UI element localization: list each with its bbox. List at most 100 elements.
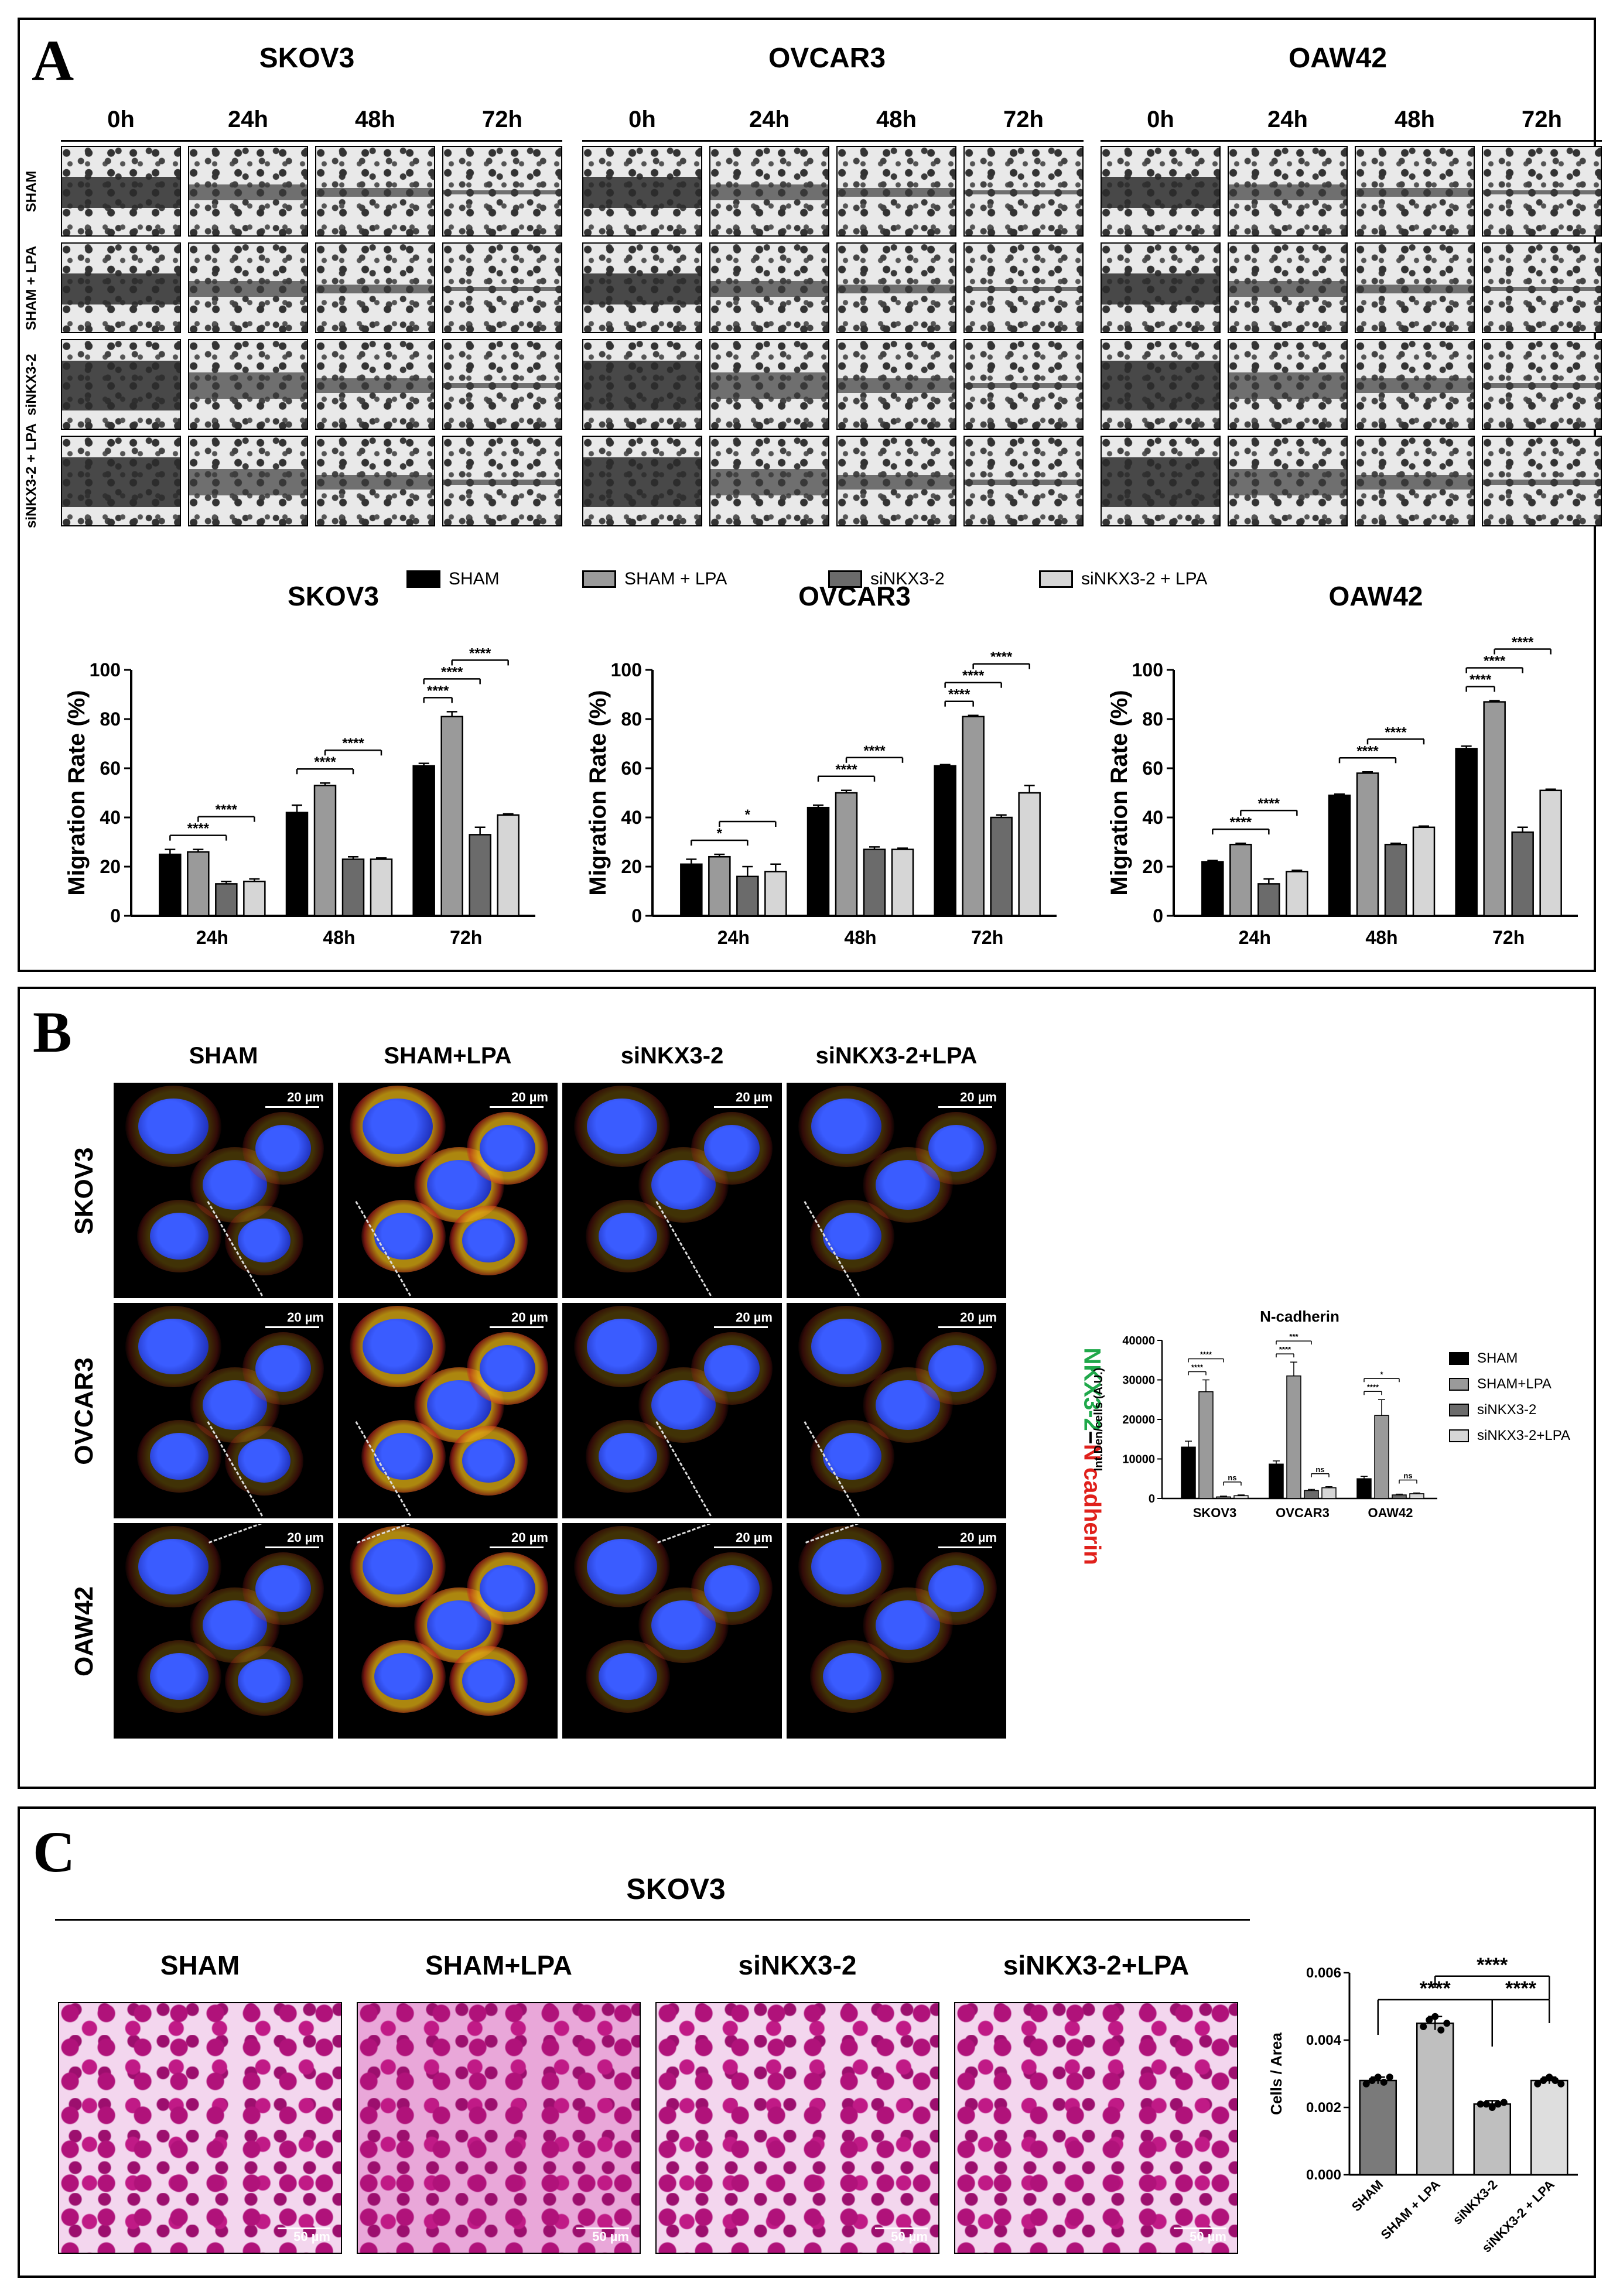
bar	[1201, 861, 1224, 917]
wound-gap	[838, 475, 955, 490]
timepoint-label: 0h	[628, 107, 656, 132]
significance-label: ****	[1484, 653, 1506, 669]
bar	[891, 848, 914, 917]
nucleus	[374, 1433, 433, 1480]
y-tick-label: 60	[100, 758, 121, 779]
if-image: 20 µm	[562, 1303, 782, 1518]
wound-gap	[316, 187, 434, 197]
x-tick-label: OAW42	[1368, 1505, 1413, 1520]
panel-c-title: SKOV3	[626, 1873, 726, 1905]
data-point	[1557, 2080, 1565, 2088]
if-image: 20 µm	[114, 1303, 333, 1518]
y-axis-label: Cells / Area	[1267, 2032, 1285, 2115]
wound-image	[188, 436, 308, 526]
panel-a-letter: A	[32, 28, 74, 93]
timepoint-label: 0h	[107, 107, 135, 132]
significance-label: ****	[1356, 743, 1379, 759]
significance-label: ****	[1512, 635, 1534, 651]
if-image: 20 µm	[338, 1303, 558, 1518]
transwell-image: 50 µm	[357, 2002, 641, 2254]
wound-gap	[1102, 177, 1219, 208]
wound-image	[1101, 146, 1221, 237]
wound-gap	[1356, 378, 1474, 393]
panel-b: B NKX3-2–N cadherin N-cadherin 0 10000 2000…	[18, 987, 1596, 1789]
significance-label: ****	[187, 821, 210, 837]
row-label: SHAM + LPA	[23, 245, 39, 330]
panel-c-title-rule	[55, 1919, 1250, 1921]
wound-gap	[443, 382, 561, 389]
nucleus	[462, 1439, 515, 1483]
scale-bar	[490, 1106, 544, 1108]
bar	[1392, 1494, 1407, 1499]
if-image: 20 µm	[114, 1083, 333, 1298]
scale-bar	[875, 2227, 928, 2229]
wound-gap	[62, 177, 180, 208]
y-tick-label: 20	[621, 856, 642, 877]
wound-gap	[1102, 457, 1219, 507]
scale-bar	[938, 1326, 992, 1328]
y-tick-label: 0.006	[1306, 1965, 1341, 1981]
nucleus	[363, 1319, 433, 1374]
legend-label: SHAM + LPA	[624, 569, 727, 588]
scale-bar	[265, 1326, 319, 1328]
nucleus	[876, 1380, 940, 1430]
y-tick-label: 100	[611, 659, 642, 680]
nucleus	[587, 1539, 657, 1594]
row-label: SHAM	[23, 170, 39, 212]
wound-gap	[1483, 190, 1601, 194]
significance-label: *	[717, 826, 723, 841]
wound-image	[836, 339, 956, 430]
wound-image	[1101, 242, 1221, 333]
panel-c-letter: C	[33, 1819, 76, 1884]
y-tick-label: 10000	[1122, 1453, 1155, 1466]
x-tick-label: 72h	[1492, 927, 1525, 948]
y-axis-label: Migration Rate (%)	[1106, 690, 1132, 895]
wound-image	[963, 436, 1084, 526]
group-title-ovcar3: OVCAR3	[768, 43, 886, 74]
y-axis-label: Migration Rate (%)	[64, 690, 90, 895]
bar	[187, 851, 210, 917]
wound-gap	[1229, 372, 1347, 399]
scale-bar-label: 50 µm	[1190, 2229, 1226, 2244]
wound-gap	[965, 287, 1082, 291]
significance-label: ****	[1385, 724, 1407, 740]
nucleus	[823, 1213, 881, 1260]
scale-bar-label: 20 µm	[960, 1090, 997, 1104]
wound-gap	[710, 469, 828, 495]
nucleus	[599, 1653, 657, 1700]
significance-label: ****	[962, 668, 985, 684]
bar	[412, 765, 435, 917]
data-point	[1362, 2080, 1370, 2088]
x-tick-label: 24h	[196, 927, 228, 948]
nucleus	[480, 1125, 535, 1172]
nucleus	[238, 1439, 291, 1483]
nucleus	[704, 1125, 760, 1172]
y-tick-label: 0	[1149, 1493, 1155, 1505]
wound-gap	[583, 361, 701, 410]
y-tick-label: 0.000	[1306, 2167, 1341, 2183]
chart-title: SKOV3	[288, 582, 379, 611]
nucleus	[238, 1659, 291, 1703]
timepoint-label: 24h	[749, 107, 790, 132]
wound-image	[442, 146, 562, 237]
nucleus	[238, 1219, 291, 1262]
bar	[1530, 2079, 1568, 2176]
wound-image	[963, 339, 1084, 430]
if-column-label: SHAM+LPA	[384, 1043, 512, 1069]
transwell-column-label: SHAM	[160, 1950, 240, 1980]
nucleus	[363, 1099, 433, 1154]
data-point	[1546, 2073, 1553, 2081]
chart-oaw42-migration: OAW42 0 20 40 60 80 100 Migration Rate (%) 24h 48…	[1098, 582, 1595, 969]
wound-image	[1482, 146, 1602, 237]
wound-gap	[316, 284, 434, 294]
bar	[1257, 883, 1280, 917]
chart-ovcar3-migration: OVCAR3 0 20 40 60 80 100 Migration Rate (%) 24h 4…	[576, 582, 1074, 969]
bar	[934, 765, 956, 917]
nucleus	[462, 1659, 515, 1703]
significance-label: ****	[1470, 672, 1492, 688]
nucleus	[651, 1160, 716, 1210]
wound-image	[1228, 242, 1348, 333]
bar	[313, 785, 337, 917]
nucleus	[374, 1653, 433, 1700]
wound-image	[963, 242, 1084, 333]
